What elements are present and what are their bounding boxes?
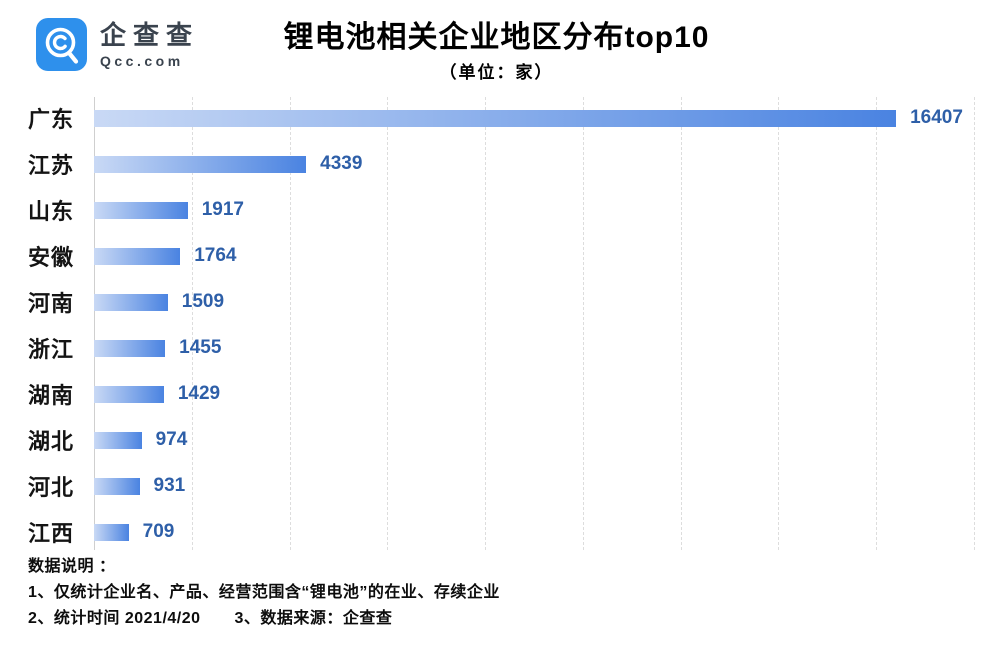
brand-domain: Qcc.com [100,53,184,69]
gridline [680,97,682,550]
gridline [582,97,584,550]
bar-track: 1429 [94,383,993,405]
category-label: 江西 [28,521,75,546]
value-label: 931 [153,475,186,496]
category-label: 广东 [28,107,75,132]
bar-河南 [94,293,168,311]
category-label: 山东 [28,199,75,224]
chart-row: 安徽 1764 [0,233,993,279]
category-label: 湖南 [28,383,75,408]
category-label: 安徽 [28,245,75,270]
gridline [778,97,780,550]
bar-track: 16407 [94,107,993,129]
qcc-logo-icon [36,18,87,71]
bar-广东 [94,109,897,127]
bar-track: 1455 [94,337,993,359]
gridline [974,97,975,550]
bar-江苏 [94,155,307,173]
chart-row: 河北 931 [0,463,993,509]
gridline [387,97,389,550]
chart-row: 广东 16407 [0,95,993,141]
gridlines [94,97,975,550]
value-label: 709 [142,521,175,542]
value-label: 4339 [320,153,363,174]
qcc-logo-square [36,18,87,71]
bar-track: 931 [94,475,993,497]
notes-line2: 2、统计时间 2021/4/20 3、数据来源：企查查 [28,606,500,632]
data-notes: 数据说明 ： 1、仅统计企业名、产品、经营范围含“锂电池”的在业、存续企业 2、… [28,554,500,632]
notes-line1: 1、仅统计企业名、产品、经营范围含“锂电池”的在业、存续企业 [28,584,500,601]
bar-track: 1917 [94,199,993,221]
bar-track: 709 [94,521,993,543]
bar-河北 [94,477,140,495]
value-label: 974 [155,429,188,450]
value-label: 1429 [177,383,221,404]
gridline [876,97,878,550]
notes-line2-stat-time: 2、统计时间 2021/4/20 [28,610,201,627]
y-axis-line [94,97,95,550]
chart-row: 山东 1917 [0,187,993,233]
bar-湖北 [94,431,142,449]
chart-row: 江西 709 [0,509,993,555]
qcc-brand: 企查查 Qcc.com [36,18,199,71]
bar-江西 [94,523,129,541]
bar-track: 1764 [94,245,993,267]
value-label: 1764 [194,245,237,266]
bar-track: 4339 [94,153,993,175]
chart-rows: 广东 16407 江苏 4339 山东 1917 安徽 1764 河南 1509 浙江 1455 湖南 1… [0,95,993,555]
category-label: 江苏 [28,153,75,178]
chart-row: 湖北 974 [0,417,993,463]
gridline [289,97,291,550]
bar-chart: 广东 16407 江苏 4339 山东 1917 安徽 1764 河南 1509 浙江 1455 湖南 1… [0,94,993,553]
bar-山东 [94,201,188,219]
value-label: 16407 [910,107,963,128]
brand-text: 企查查 Qcc.com [100,20,199,69]
notes-line2-source: 3、数据来源：企查查 [234,610,393,627]
category-label: 浙江 [28,337,75,362]
category-label: 湖北 [28,429,75,454]
chart-row: 河南 1509 [0,279,993,325]
bar-湖南 [94,385,164,403]
bar-track: 1509 [94,291,993,313]
chart-row: 江苏 4339 [0,141,993,187]
value-label: 1917 [201,199,244,220]
bar-track: 974 [94,429,993,451]
notes-heading: 数据说明 ： [28,558,116,575]
gridline [485,97,487,550]
gridline [191,97,193,550]
chart-row: 浙江 1455 [0,325,993,371]
value-label: 1509 [181,291,225,312]
bar-安徽 [94,247,181,265]
brand-name: 企查查 [100,20,200,50]
category-label: 河南 [28,291,75,316]
chart-row: 湖南 1429 [0,371,993,417]
category-label: 河北 [28,475,75,500]
value-label: 1455 [179,337,222,358]
bar-浙江 [94,339,166,357]
